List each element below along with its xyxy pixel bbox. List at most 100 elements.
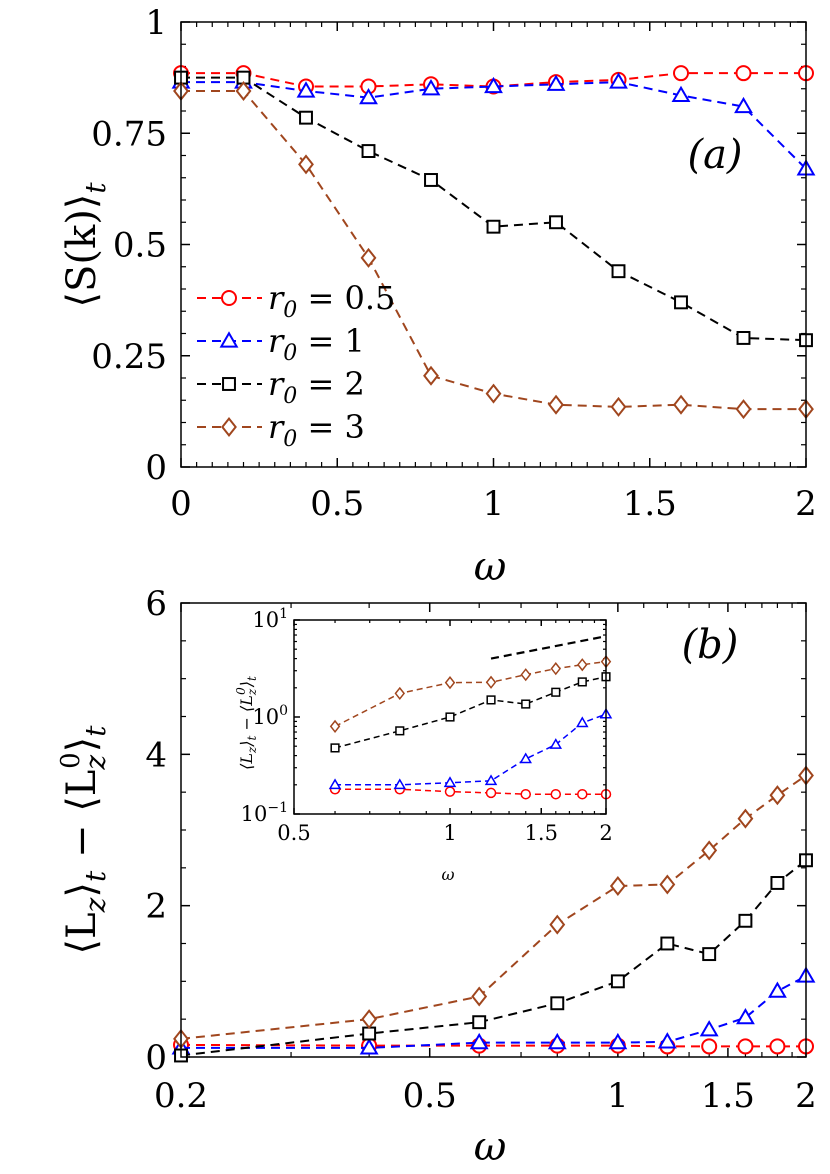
panel-a-point-0 (735, 65, 752, 82)
panel-b-point-3 (361, 1009, 378, 1030)
panel-b-point-3 (769, 785, 786, 806)
panel-a-y-tick-label: 0.25 (91, 337, 167, 377)
inset-x-tick-label: 1.5 (525, 821, 558, 845)
panel-b-point-1 (469, 1032, 489, 1050)
panel-b-point-1 (735, 1007, 755, 1025)
inset-point-0 (520, 788, 531, 800)
panel-a-y-tick-label: 1 (145, 3, 167, 43)
panel-a-point-3 (423, 365, 439, 386)
panel-b-y-tick-label: 4 (145, 735, 167, 775)
inset-point-0 (485, 787, 497, 799)
panel-a-point-0 (673, 65, 689, 82)
inset-point-2 (577, 677, 587, 687)
legend-label-0: r0 = 0.5 (268, 279, 395, 323)
panel-b-y-tick-label: 2 (145, 887, 167, 927)
panel-b-point-3 (701, 840, 718, 861)
inset-point-2 (395, 726, 405, 736)
inset-point-2 (330, 743, 340, 753)
panel-b-point-0 (737, 1038, 754, 1055)
panel-b-xlabel: ω (474, 1124, 507, 1170)
panel-a-point-3 (298, 154, 314, 175)
panel-a-label: (a) (687, 132, 742, 178)
panel-a-point-2 (361, 144, 376, 159)
inset-point-1 (549, 738, 563, 749)
panel-b-point-2 (362, 1026, 377, 1041)
panel-b-series-line-3 (180, 774, 807, 1040)
panel-a-point-2 (549, 215, 563, 230)
legend-marker-0 (221, 290, 237, 306)
inset-point-3 (329, 719, 341, 734)
panel-a-x-tick-label: 1 (483, 484, 505, 524)
inset-y-tick-label: 101 (252, 606, 288, 632)
inset-point-3 (520, 668, 531, 682)
panel-a-point-3 (360, 247, 377, 268)
inset-y-tick-label: 10−1 (241, 800, 288, 826)
panel-b-point-3 (737, 808, 754, 829)
inset-point-3 (485, 675, 497, 689)
inset-frame (293, 619, 607, 815)
panel-a-point-1 (484, 76, 503, 94)
inset-x-tick-label: 2 (599, 821, 612, 845)
panel-b-point-1 (608, 1032, 628, 1050)
panel-b-x-tick-label: 0.2 (154, 1076, 208, 1116)
inset-x-tick-label: 1 (443, 821, 456, 845)
inset-point-3 (394, 686, 406, 701)
inset-ylabel: ⟨Lz⟩t − ⟨Lz0⟩t (234, 676, 259, 770)
legend-marker-3 (221, 416, 237, 438)
inset-point-2 (486, 695, 496, 705)
inset-point-3 (444, 676, 456, 690)
panel-b-x-tick-label: 0.5 (403, 1076, 457, 1116)
inset-point-1 (328, 778, 342, 790)
panel-a-series-line-0 (181, 72, 806, 88)
panel-a-point-3 (485, 383, 502, 404)
inset-y-tick-label: 100 (252, 703, 288, 729)
panel-b-y-tick-label: 0 (145, 1038, 167, 1078)
inset-chart: 0.5 1 1.5 2 10−1 100 101 (241, 606, 613, 845)
panel-a-point-1 (609, 72, 628, 89)
legend-marker-1 (219, 331, 239, 348)
panel-a-y-tick-label: 0 (145, 448, 167, 488)
panel-b-point-3 (471, 986, 488, 1007)
panel-a-ylabel: ⟨S(k)⟩t (59, 182, 112, 308)
panel-a-point-1 (546, 74, 566, 91)
panel-a-point-3 (548, 394, 564, 415)
panel-b-x-tick-label: 1 (607, 1076, 629, 1116)
panel-a-point-1 (359, 87, 378, 105)
panel-b-frame (180, 602, 807, 1058)
panel-b-series-line-2 (180, 859, 807, 1057)
inset-point-0 (577, 788, 588, 800)
panel-a-point-2 (424, 173, 438, 187)
inset-point-2 (521, 699, 531, 709)
panel-a-y-tick-label: 0.75 (91, 114, 167, 154)
panel-a-point-1 (671, 85, 691, 103)
panel-a-x-tick-label: 1.5 (623, 484, 677, 524)
inset-point-3 (577, 658, 588, 672)
panel-a-point-1 (734, 96, 753, 114)
panel-b-point-2 (550, 996, 565, 1011)
inset-point-2 (551, 687, 561, 697)
panel-a-point-2 (299, 110, 313, 125)
panel-a-frame (180, 21, 807, 468)
inset-point-0 (444, 786, 456, 797)
inset-series-line-1 (335, 713, 607, 786)
inset-reference-line (490, 635, 607, 660)
inset-xlabel: ω (441, 865, 454, 884)
panel-a-point-3 (610, 396, 627, 417)
panel-b-series-line-1 (181, 975, 807, 1049)
panel-a-y-tick-label: 0.5 (113, 226, 167, 266)
panel-b-point-1 (699, 1020, 719, 1037)
panel-b-point-2 (610, 974, 625, 989)
panel-b-x-tick-label: 2 (795, 1076, 817, 1116)
inset-point-1 (519, 752, 532, 764)
panel-a-series-line-2 (181, 76, 807, 342)
panel-a-xlabel: ω (474, 544, 507, 590)
panel-b-point-1 (767, 981, 787, 998)
panel-a-x-tick-label: 2 (795, 484, 817, 524)
inset-point-1 (576, 716, 589, 728)
panel-a-point-3 (735, 399, 752, 420)
panel-a-x-tick-label: 0 (170, 484, 192, 524)
panel-b-point-0 (701, 1038, 718, 1055)
inset-point-3 (550, 662, 562, 676)
panel-a-point-2 (736, 331, 751, 345)
